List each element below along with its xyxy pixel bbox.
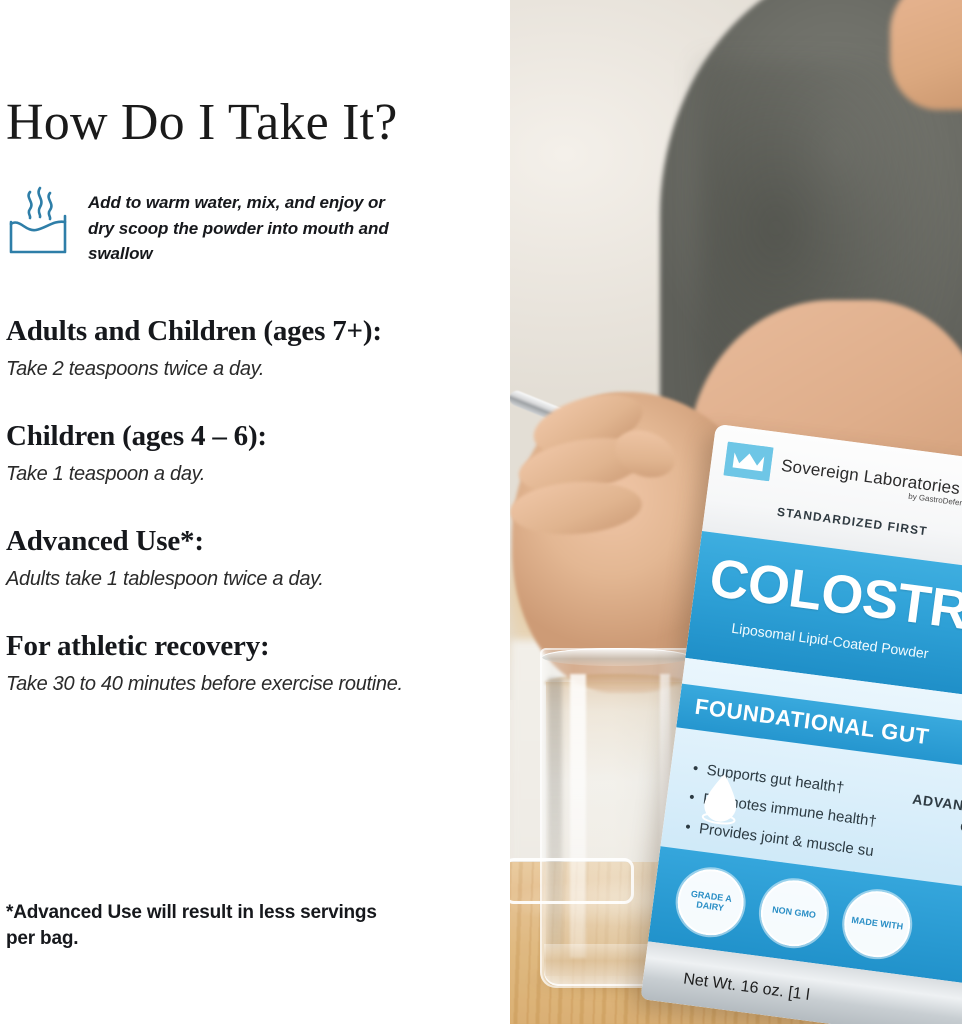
brand-row: Sovereign Laboratories (723, 441, 962, 507)
dosage-section: Children (ages 4 – 6): Take 1 teaspoon a… (6, 420, 486, 489)
made-with-badge: MADE WITH (840, 887, 915, 962)
dosage-sections: Adults and Children (ages 7+): Take 2 te… (6, 315, 486, 734)
glass-highlight (570, 674, 586, 958)
non-gmo-badge: NON GMO (756, 876, 831, 951)
usage-callout: Add to warm water, mix, and enjoy or dry… (6, 182, 426, 267)
dosage-heading: Advanced Use*: (6, 524, 204, 557)
glass-rim (542, 648, 690, 666)
dosage-heading: For athletic recovery: (6, 629, 270, 662)
product-photo: Sovereign Laboratories by GastroDefense … (510, 0, 962, 1024)
instructions-panel: How Do I Take It? Add to warm water, mix… (6, 93, 486, 950)
dosage-section: For athletic recovery: Take 30 to 40 min… (6, 630, 486, 699)
glass-inner-shading (548, 678, 562, 948)
person-neck (890, 0, 962, 110)
water-drop-icon (698, 769, 745, 828)
usage-callout-text: Add to warm water, mix, and enjoy or dry… (88, 193, 389, 263)
page-title: How Do I Take It? (6, 93, 398, 151)
warm-water-cup-icon (6, 182, 70, 258)
dosage-body: Adults take 1 tablespoon twice a day. (6, 568, 324, 591)
dosage-body: Take 2 teaspoons twice a day. (6, 358, 265, 381)
advanced-use-footnote: *Advanced Use will result in less servin… (6, 902, 377, 950)
dosage-body: Take 30 to 40 minutes before exercise ro… (6, 673, 403, 696)
dosage-section: Advanced Use*: Adults take 1 tablespoon … (6, 525, 486, 594)
dosage-heading: Children (ages 4 – 6): (6, 419, 267, 452)
dosage-section: Adults and Children (ages 7+): Take 2 te… (6, 315, 486, 384)
dosage-heading: Adults and Children (ages 7+): (6, 315, 382, 347)
overlay-rounded-rectangle (510, 858, 634, 904)
grade-a-dairy-badge: GRADE A DAIRY (673, 865, 748, 940)
colostrum-product-pouch: Sovereign Laboratories by GastroDefense … (640, 423, 962, 1024)
dosage-body: Take 1 teaspoon a day. (6, 463, 206, 486)
crown-logo-icon (723, 441, 774, 482)
photo-stage: Sovereign Laboratories by GastroDefense … (510, 0, 962, 1024)
